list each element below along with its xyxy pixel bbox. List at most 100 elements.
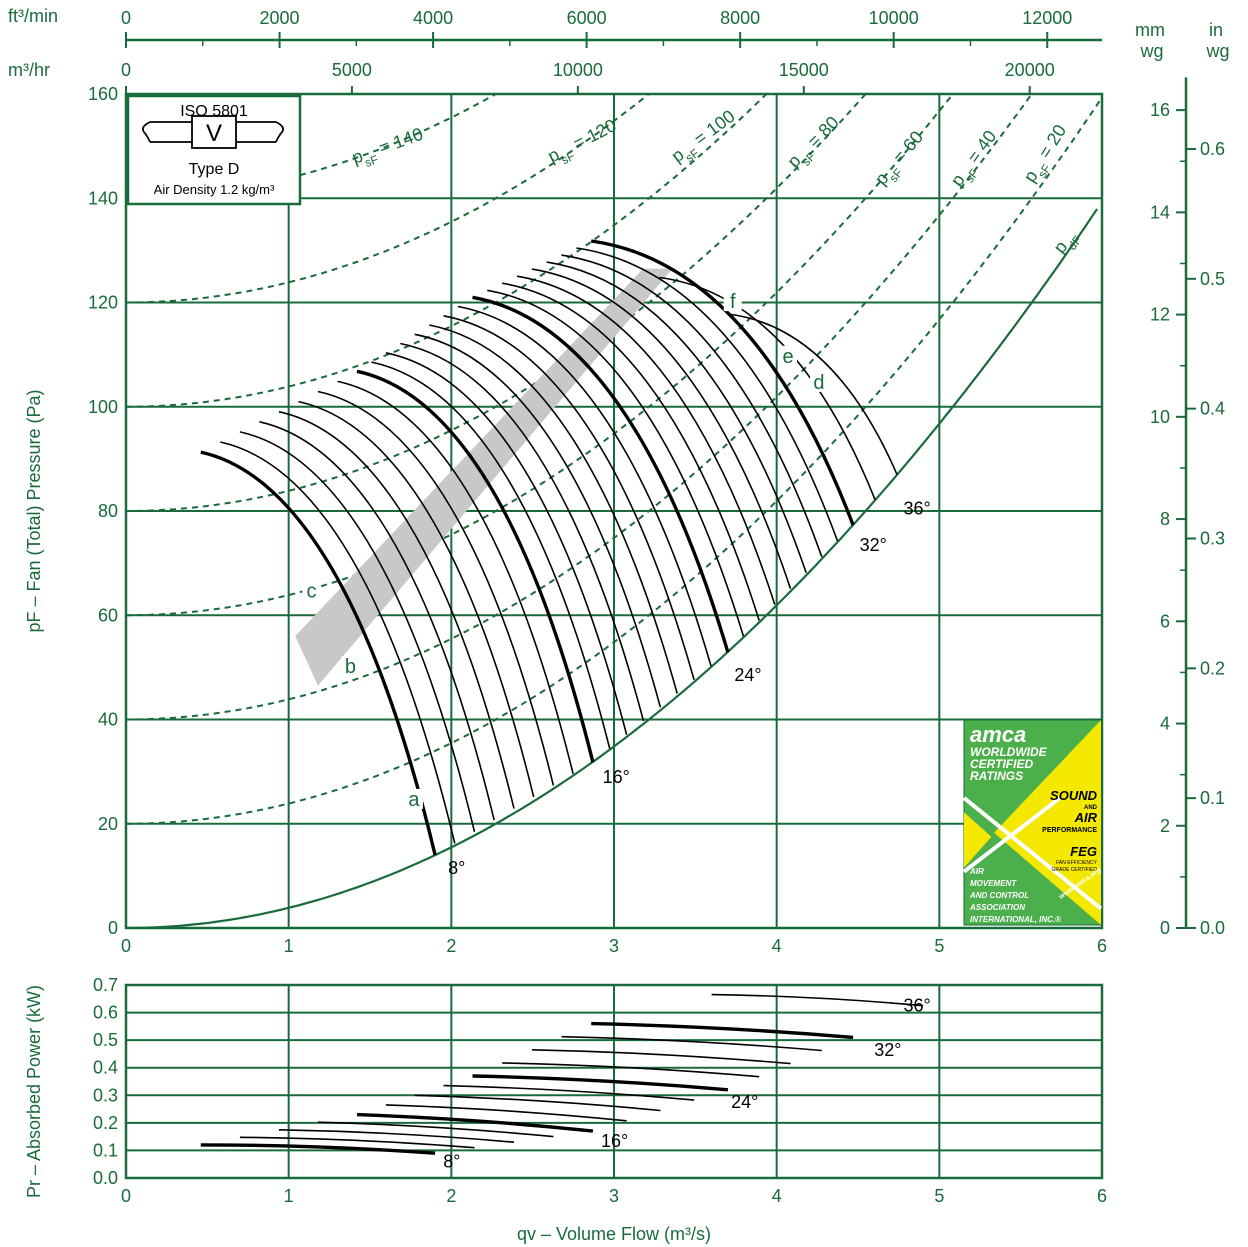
x-tick-label: 2 (446, 936, 456, 956)
blade-curve (259, 421, 495, 821)
blade-angle-label: 16° (603, 767, 630, 787)
power-curve-major (200, 1143, 436, 1155)
ft3min-tick-label: 8000 (720, 8, 760, 28)
x-tick-label: 0 (121, 936, 131, 956)
label-sub: sF (962, 166, 981, 185)
inwg-unit-2: wg (1205, 41, 1229, 61)
blade-curve (561, 254, 823, 558)
mmwg-tick-label: 16 (1150, 100, 1170, 120)
blade-curve (443, 315, 695, 681)
power-y-tick-label: 0.0 (93, 1168, 118, 1188)
dynamic-pressure-label: pdF (1049, 226, 1084, 261)
label-value: = 40 (960, 127, 1000, 172)
power-curve (317, 1121, 554, 1138)
logo-air: AIR (1074, 810, 1098, 825)
dynamic-pressure-curve (126, 208, 1099, 928)
duty-point-label: a (408, 789, 420, 811)
power-curve (711, 993, 924, 1007)
power-curve (443, 1084, 695, 1101)
y-tick-label: 40 (98, 710, 118, 730)
power-curve-label: 32° (874, 1040, 901, 1060)
mmwg-tick-label: 8 (1160, 509, 1170, 529)
y-tick-label: 120 (88, 293, 118, 313)
label-sub: sF (363, 152, 380, 170)
logo-org-line: MOVEMENT (970, 879, 1017, 888)
power-curve-major (591, 1021, 854, 1040)
duty-point-label: c (306, 580, 316, 602)
mmwg-tick-label: 14 (1150, 202, 1170, 222)
ft3min-unit: ft³/min (8, 6, 58, 26)
logo-sound: SOUND (1050, 788, 1098, 803)
power-curve-major (472, 1074, 729, 1092)
power-curve (278, 1129, 515, 1143)
power-curve-label: 36° (904, 996, 931, 1016)
static-pressure-line (126, 94, 651, 304)
power-curve-label: 24° (731, 1092, 758, 1112)
m3hr-tick-label: 15000 (779, 60, 829, 80)
y-tick-label: 60 (98, 605, 118, 625)
label-value: = 80 (800, 112, 843, 155)
m3hr-unit: m³/hr (8, 60, 50, 80)
blade-curve (576, 247, 839, 542)
label-value: = 120 (565, 115, 619, 156)
power-y-tick-label: 0.2 (93, 1113, 118, 1133)
blade-curve-major (356, 369, 595, 763)
power-curve (239, 1136, 475, 1149)
blade-curve (659, 276, 876, 501)
duct-end-right (275, 121, 285, 143)
y-tick-label: 140 (88, 188, 118, 208)
m3hr-tick-label: 20000 (1005, 60, 1055, 80)
static-pressure-line (126, 94, 1033, 721)
fan-symbol-box (191, 115, 237, 149)
mmwg-unit-1: mm (1135, 20, 1165, 40)
inwg-tick-label: 0.1 (1200, 788, 1225, 808)
mmwg-tick-label: 2 (1160, 816, 1170, 836)
m3hr-tick-label: 0 (121, 60, 131, 80)
x-tick-label: 3 (609, 936, 619, 956)
power-y-tick-label: 0.1 (93, 1140, 118, 1160)
blade-angle-label: 32° (860, 535, 887, 555)
power-frame (124, 983, 1104, 1180)
blade-curve (385, 352, 628, 735)
blade-curve (502, 282, 760, 621)
power-x-tick-label: 3 (609, 1186, 619, 1206)
label-sub: sF (559, 149, 577, 168)
logo-brand: amca (970, 722, 1026, 747)
logo-org-line: AND CONTROL (969, 891, 1029, 900)
label-sub: dF (1065, 233, 1085, 253)
logo-line: RATINGS (970, 769, 1023, 783)
logo-feg-sub: FAN EFFICIENCY (1056, 860, 1098, 866)
ft3min-tick-label: 0 (121, 8, 131, 28)
static-pressure-label: psF = 120 (545, 115, 623, 172)
letter-bg (809, 371, 828, 392)
mmwg-unit-2: wg (1139, 41, 1163, 61)
power-y-tick-label: 0.7 (93, 975, 118, 995)
blade-curve (239, 431, 476, 832)
blade-curve (531, 268, 792, 589)
letter-bg (341, 655, 360, 676)
power-x-tick-label: 5 (934, 1186, 944, 1206)
logo-org-line: INTERNATIONAL, INC.® (970, 915, 1061, 924)
power-y-tick-label: 0.4 (93, 1058, 118, 1078)
blade-curve (220, 441, 456, 844)
blade-curve (457, 305, 712, 667)
x-axis-label: qv – Volume Flow (m³/s) (517, 1224, 711, 1244)
label-sub: sF (1035, 162, 1054, 181)
y-tick-label: 0 (108, 918, 118, 938)
label-value: = 100 (686, 106, 738, 152)
mmwg-tick-label: 4 (1160, 714, 1170, 734)
blade-curve (278, 410, 515, 809)
ft3min-tick-label: 12000 (1022, 8, 1072, 28)
info-box (126, 94, 302, 206)
logo-line: CERTIFIED (970, 757, 1033, 771)
x-tick-label: 1 (284, 936, 294, 956)
blade-curve-major (590, 239, 855, 526)
duty-point-label: f (730, 291, 736, 313)
power-y-tick-label: 0.6 (93, 1003, 118, 1023)
mmwg-tick-label: 0 (1160, 918, 1170, 938)
power-curve-major (356, 1112, 594, 1133)
blade-curve (516, 275, 776, 605)
power-x-tick-label: 1 (284, 1186, 294, 1206)
